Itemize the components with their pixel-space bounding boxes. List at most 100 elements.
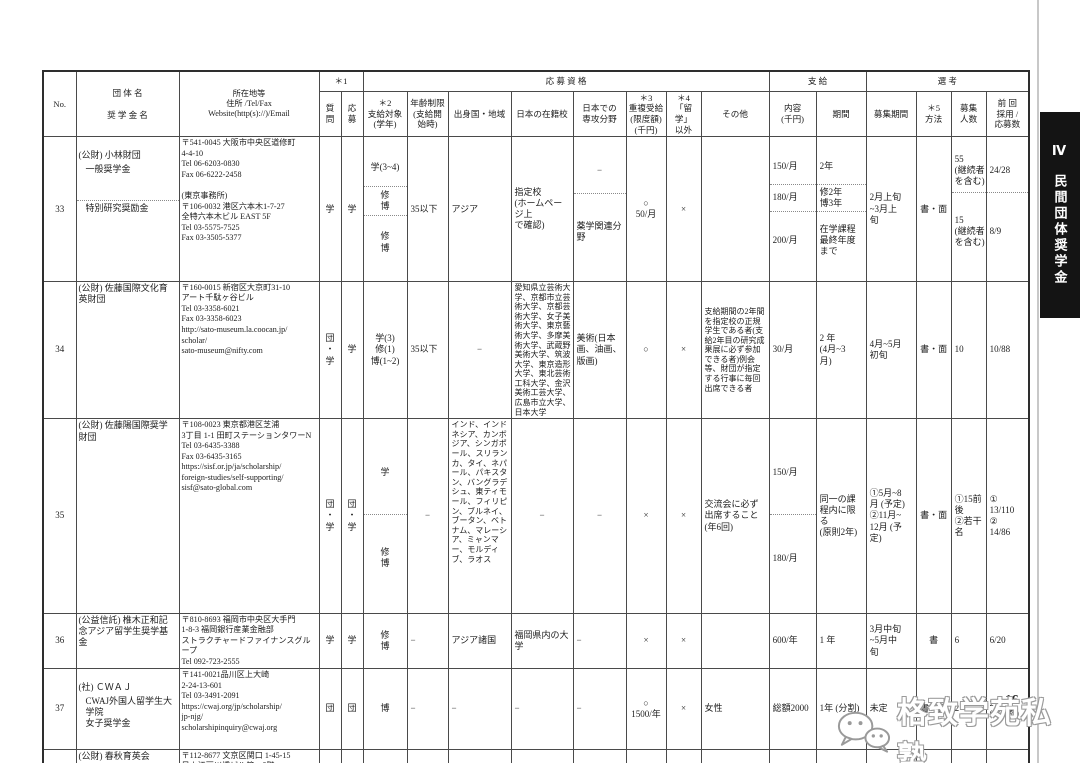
wechat-icon: [837, 711, 891, 753]
col-header-apply: 応 募: [340, 90, 364, 138]
col-header-recruit-period: 募集期間: [865, 90, 917, 138]
cell-question: 団: [318, 748, 342, 763]
target-sub: 学: [380, 466, 390, 477]
previous-sub: 8/9: [987, 192, 1029, 269]
target-sub: 学(3~4): [370, 161, 400, 172]
col-header-headcount: 募集 人数: [950, 90, 987, 138]
cell-country: −: [447, 668, 512, 750]
col-header-target: ＊2 支給対象 (学年): [362, 90, 408, 138]
target-sub: 修 博: [364, 186, 406, 215]
cell-target: 修 博: [362, 612, 408, 670]
table-row: 34 (公財) 佐藤国際文化育英財団 〒160-0015 新宿区大京町31-10…: [42, 280, 1030, 420]
cell-previous: 2 (採用数): [985, 668, 1030, 750]
cell-field: −: [572, 668, 627, 750]
cell-school: −: [510, 668, 574, 750]
cell-target: 学(3~4) 修 博 修 博: [362, 136, 408, 282]
amount-sub: 150/月: [772, 160, 798, 171]
cell-duplicate: ×: [625, 418, 667, 614]
section-tab: Ⅳ 民間団体奨学金: [1040, 112, 1080, 318]
cell-target: 博: [362, 668, 408, 750]
field-sub: 薬学関連分 野: [574, 193, 625, 269]
cell-previous: 6/20: [985, 612, 1030, 670]
headcount-sub: 15 (継続者 を含む): [952, 192, 986, 269]
cell-address: 〒160-0015 新宿区大京町31-10 アート千駄ヶ谷ビル Tel 03-3…: [178, 280, 320, 420]
table-row: 38 (公財) 春秋育英会 〒112-8677 文京区関口 1-45-15 日火…: [42, 748, 1030, 763]
cell-country: −: [447, 280, 512, 420]
cell-country: アジア諸国: [447, 612, 512, 670]
cell-target: 学 修 博: [362, 418, 408, 614]
cell-headcount: 55 (継続者 を含む) 15 (継続者 を含む): [950, 136, 987, 282]
target-sub: 修 博: [364, 514, 406, 601]
group-header-selection: 選 考: [865, 70, 1030, 92]
cell-period: 2年 修2年 博3年 在学課程 最終年度 まで: [815, 136, 867, 282]
cell-amount: 600/年: [768, 612, 817, 670]
cell-amount: 150/月 180/月: [768, 418, 817, 614]
cell-amount: 30/月: [768, 280, 817, 420]
col-header-age: 年齢制限 (支給開始時): [406, 90, 449, 138]
cell-field: − 薬学関連分 野: [572, 136, 627, 282]
cell-country: インド、インドネシア、カンボジア、シンガポール、スリランカ、タイ、ネパール、パキ…: [447, 418, 512, 614]
table-row: 35 (公財) 佐藤陽国際奨学財団 〒108-0023 東京都港区芝浦 3丁目 …: [42, 418, 1030, 614]
cell-period: 1 年: [815, 612, 867, 670]
cell-age: 35以下: [406, 280, 449, 420]
cell-duplicate: ○: [625, 748, 667, 763]
cell-apply: 学: [340, 136, 364, 282]
col-header-method: ＊5 方法: [915, 90, 952, 138]
cell-non-study: ×: [665, 612, 702, 670]
col-header-no: No.: [42, 70, 77, 138]
cell-previous: 4/4: [985, 748, 1030, 763]
cell-question: 団 ・ 学: [318, 280, 342, 420]
cell-no: 35: [42, 418, 77, 614]
scholarship-name: 一般奨学金: [85, 163, 131, 174]
cell-apply: 学: [340, 748, 364, 763]
cell-target: 学 修: [362, 748, 408, 763]
cell-country: 東南アジア: [447, 748, 512, 763]
cell-other: 支給期間の2年間を指定校の正規学生である者(支給2年目の研究成果展に必ず参加でき…: [700, 280, 770, 420]
cell-method: 書・面: [915, 668, 952, 750]
col-header-other: その他: [700, 90, 770, 138]
cell-recruit-period: ①5月~8 月 (予定) ②11月~ 12月 (予 定): [865, 418, 917, 614]
col-header-field: 日本での 専攻分野: [572, 90, 627, 138]
period-sub: 修2年 博3年: [817, 184, 866, 211]
cell-school: −: [510, 418, 574, 614]
period-sub: 2年: [819, 160, 834, 171]
page-edge-line: [1037, 0, 1039, 763]
cell-amount: 総額2000: [768, 668, 817, 750]
field-sub: −: [596, 165, 603, 176]
cell-method: 書・面: [915, 280, 952, 420]
amount-sub: 200/月: [770, 210, 816, 270]
scholarship-name: CWAJ外国人留学生大学院 女子奨学金: [85, 695, 173, 729]
col-header-previous: 前 回 採用 / 応募数: [985, 90, 1030, 138]
cell-question: 団 ・ 学: [318, 418, 342, 614]
amount-sub: 180/月: [770, 184, 816, 211]
cell-age: 30以下 35以下: [406, 748, 449, 763]
cell-age: −: [406, 418, 449, 614]
cell-period: 同一の課 程内に限る (原則2年): [815, 418, 867, 614]
cell-non-study: ×: [665, 136, 702, 282]
scholarship-name: 特別研究奨励金: [77, 199, 178, 270]
cell-recruit-period: 4月~5月 初旬: [865, 280, 917, 420]
cell-org: (社) ＣＷＡＪ CWAJ外国人留学生大学院 女子奨学金: [75, 668, 180, 750]
page-number: 16: [1005, 692, 1019, 707]
cell-non-study: ×: [665, 748, 702, 763]
cell-school: 愛知県立芸術大学、京都市立芸術大学、京都芸術大学、女子美術大学、東京藝術大学、多…: [510, 280, 574, 420]
cell-amount: 150/月 180/月 200/月: [768, 136, 817, 282]
cell-address: 〒108-0023 東京都港区芝浦 3丁目 1-1 田町ステーションタワーN T…: [178, 418, 320, 614]
period-sub: 在学課程 最終年度 まで: [817, 210, 866, 270]
header-group-row: No. 団 体 名 奨 学 金 名 所在地等 住所 /Tel/Fax Websi…: [42, 70, 1030, 138]
cell-question: 学: [318, 612, 342, 670]
cell-school: 指定校 (ホームページ上 で確認): [510, 136, 574, 282]
cell-school: −: [510, 748, 574, 763]
cell-org: (公財) 春秋育英会: [75, 748, 180, 763]
cell-method: 書・面: [915, 418, 952, 614]
col-header-question: 質 問: [318, 90, 342, 138]
section-title: 民間団体奨学金: [1052, 174, 1068, 286]
cell-no: 37: [42, 668, 77, 750]
col-header-duplicate: ＊3 重複受給 (限度額) (千円): [625, 90, 667, 138]
cell-duplicate: ×: [625, 612, 667, 670]
cell-no: 36: [42, 612, 77, 670]
cell-recruit-period: 2月上旬 ~3月上 旬: [865, 136, 917, 282]
col-header-country: 出身国・地域: [447, 90, 512, 138]
col-header-period: 期間: [815, 90, 867, 138]
cell-apply: 学: [340, 612, 364, 670]
